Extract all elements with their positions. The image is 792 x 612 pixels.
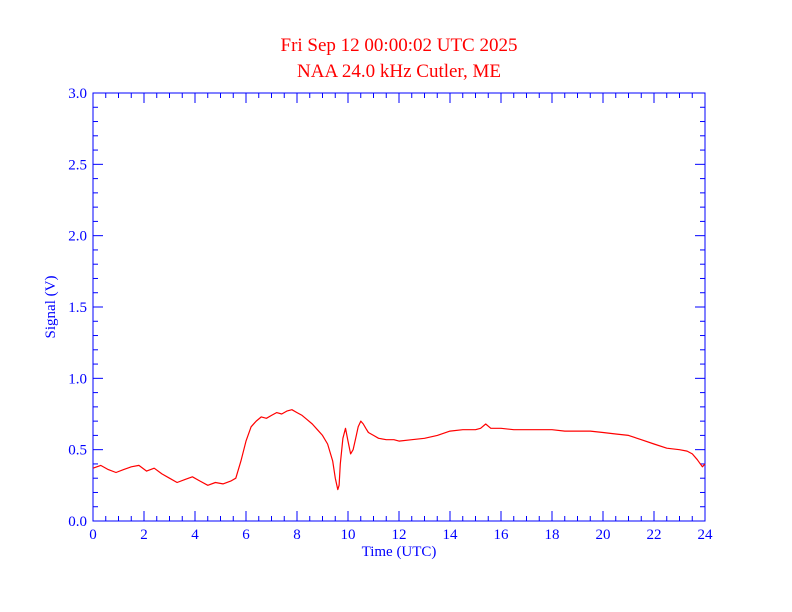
x-tick-label: 14 bbox=[443, 527, 459, 543]
tick-marks bbox=[92, 92, 706, 522]
x-tick-labels: 0 2 4 6 8 10 12 14 16 18 20 22 24 bbox=[89, 527, 713, 543]
y-tick-label: 3.0 bbox=[68, 86, 87, 102]
x-tick-label: 22 bbox=[647, 527, 662, 543]
x-tick-label: 8 bbox=[293, 527, 301, 543]
y-tick-label: 0.0 bbox=[68, 514, 87, 530]
plot-area bbox=[92, 409, 706, 491]
chart-subtitle: NAA 24.0 kHz Cutler, ME bbox=[297, 61, 501, 82]
x-tick-label: 10 bbox=[341, 527, 356, 543]
y-tick-label: 1.0 bbox=[68, 371, 87, 387]
y-axis-title: Signal (V) bbox=[43, 276, 59, 339]
x-tick-label: 18 bbox=[545, 527, 560, 543]
y-tick-label: 2.0 bbox=[68, 229, 87, 245]
x-tick-label: 4 bbox=[191, 527, 199, 543]
y-tick-labels: 0.0 0.5 1.0 1.5 2.0 2.5 3.0 bbox=[68, 86, 87, 530]
series-line bbox=[92, 409, 706, 491]
x-tick-label: 16 bbox=[494, 527, 510, 543]
x-axis-title: Time (UTC) bbox=[362, 544, 437, 560]
y-tick-label: 2.5 bbox=[68, 157, 87, 173]
x-tick-label: 0 bbox=[89, 527, 97, 543]
x-tick-label: 6 bbox=[242, 527, 250, 543]
x-tick-label: 20 bbox=[596, 527, 611, 543]
plot-frame bbox=[92, 92, 706, 522]
x-tick-label: 12 bbox=[392, 527, 407, 543]
chart-title: Fri Sep 12 00:00:02 UTC 2025 bbox=[281, 35, 518, 56]
y-tick-label: 1.5 bbox=[68, 300, 87, 316]
x-tick-label: 24 bbox=[698, 527, 714, 543]
x-tick-label: 2 bbox=[140, 527, 148, 543]
y-tick-label: 0.5 bbox=[68, 443, 87, 459]
